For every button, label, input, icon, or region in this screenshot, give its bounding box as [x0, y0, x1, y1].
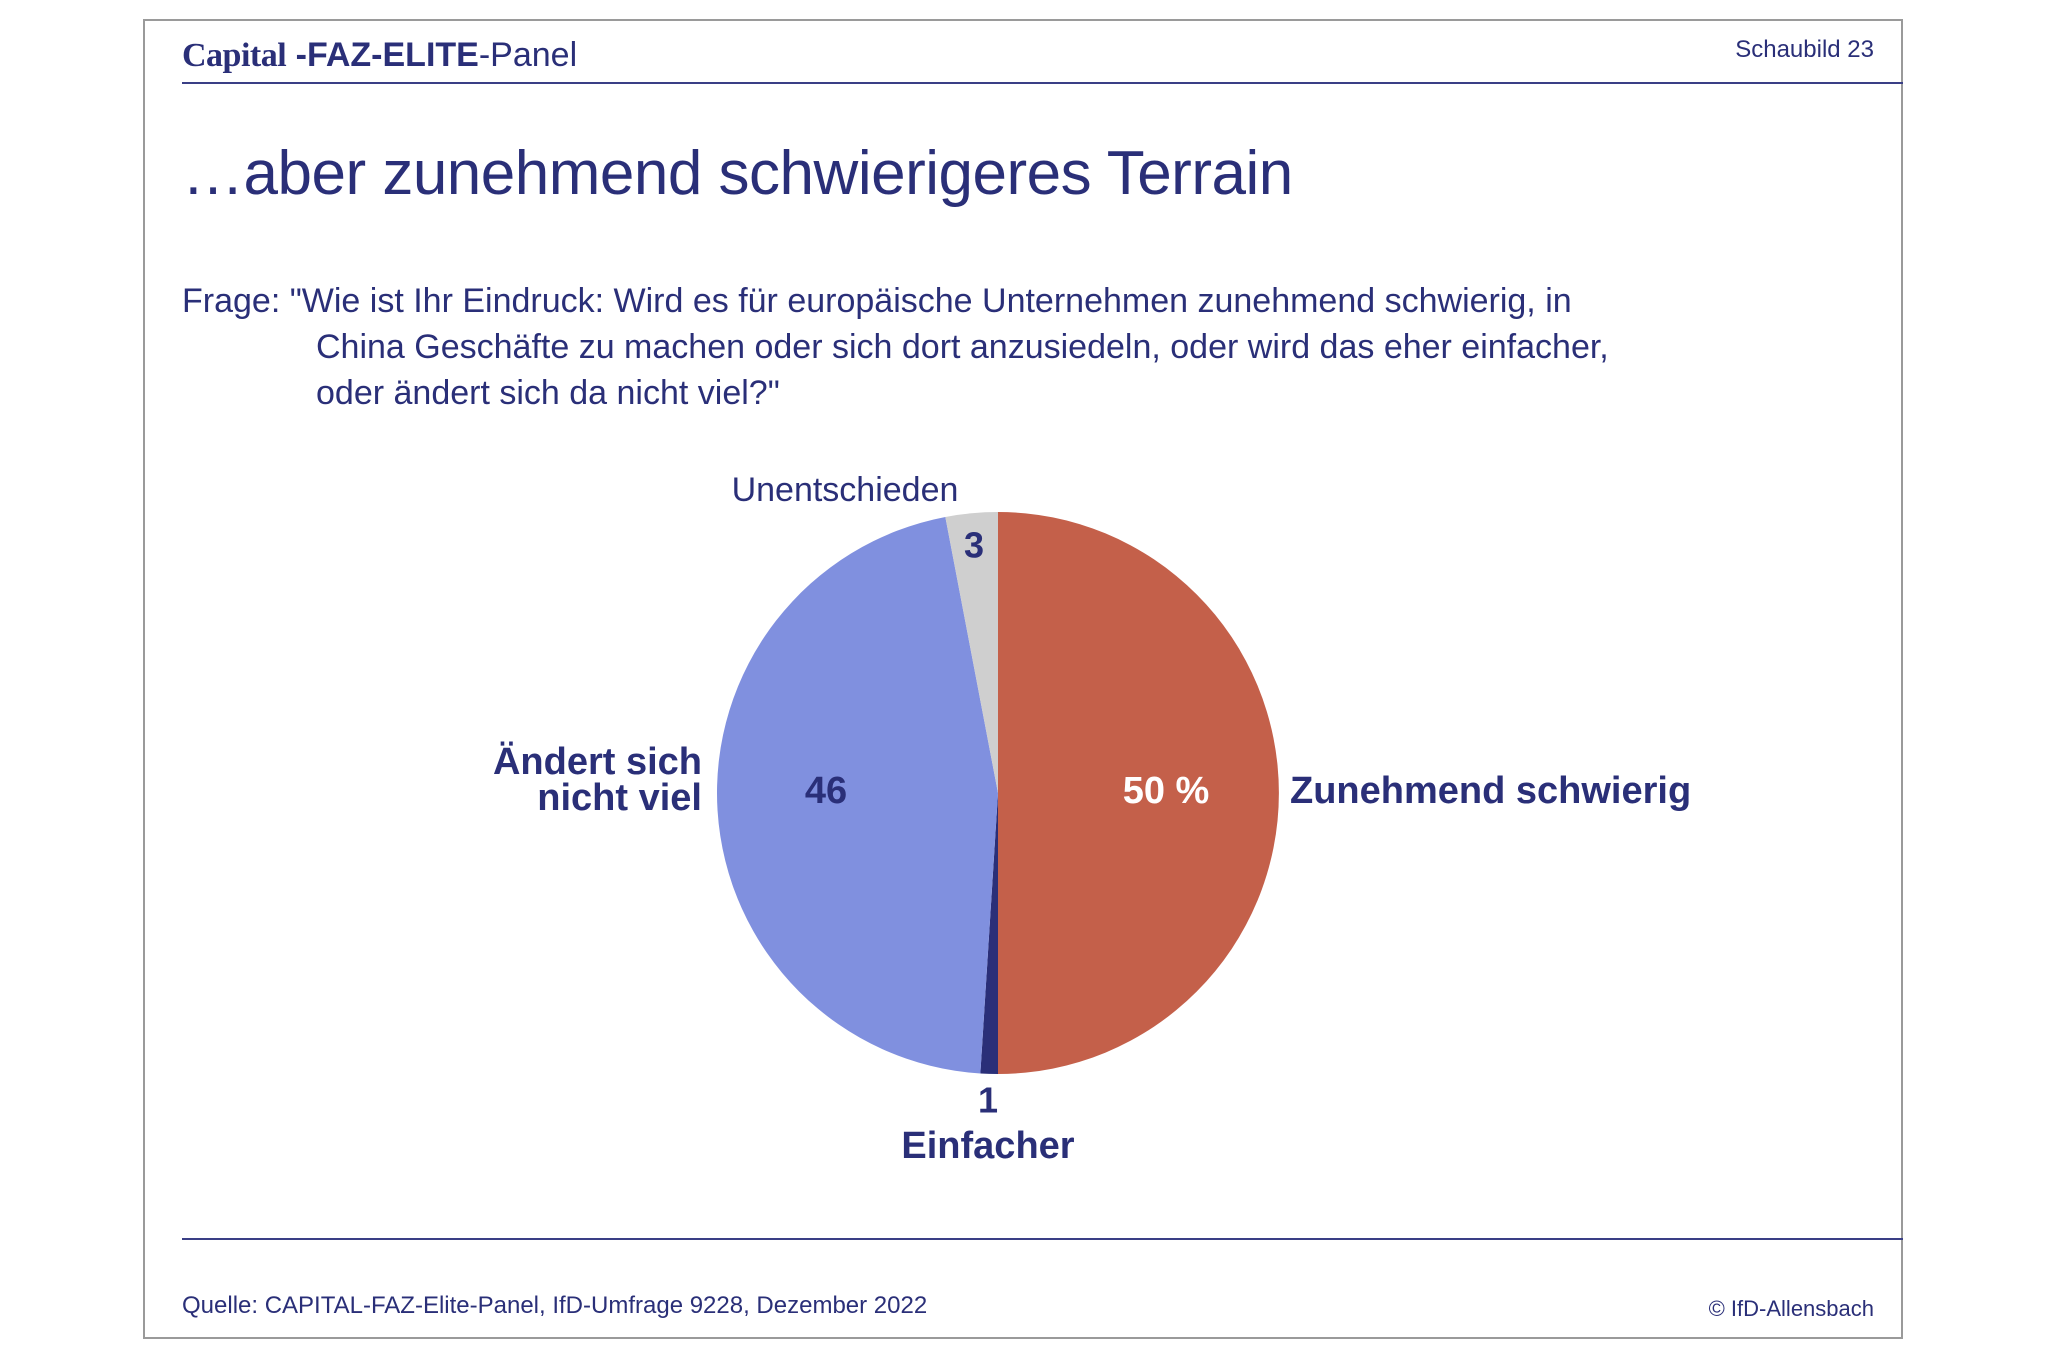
- slice-value-label: 46: [805, 770, 847, 812]
- question-line-3: oder ändert sich da nicht viel?": [316, 374, 780, 412]
- pie-slice-ändert-sich-nicht-viel: [716, 516, 998, 1074]
- question-line-1: Frage: "Wie ist Ihr Eindruck: Wird es fü…: [182, 282, 1572, 320]
- pie-slice-zunehmend-schwierig: [998, 512, 1279, 1074]
- page-title: …aber zunehmend schwierigeres Terrain: [182, 139, 1293, 208]
- question-line-2: China Geschäfte zu machen oder sich dort…: [316, 328, 1609, 366]
- pie-slice-einfacher: [980, 793, 998, 1074]
- pie-slice-unentschieden: [945, 512, 998, 793]
- copyright-note: © IfD-Allensbach: [1708, 1296, 1874, 1321]
- slice-value-label: 3: [964, 525, 984, 566]
- slice-category-label: Zunehmend schwierig: [1290, 770, 1691, 812]
- slice-category-label: Einfacher: [901, 1125, 1074, 1167]
- sheet-number: Schaubild 23: [1735, 36, 1874, 63]
- footer-divider: [182, 1238, 1903, 1240]
- source-note: Quelle: CAPITAL-FAZ-Elite-Panel, IfD-Umf…: [182, 1292, 928, 1319]
- header-divider: [182, 82, 1903, 84]
- survey-question: Frage: "Wie ist Ihr Eindruck: Wird es fü…: [182, 278, 1862, 416]
- brand-panel: -Panel: [478, 36, 578, 74]
- brand-faz-elite: -FAZ-ELITE: [286, 36, 479, 74]
- slice-value-label: 1: [978, 1080, 998, 1121]
- slice-category-label: Unentschieden: [732, 471, 959, 509]
- slice-category-label: Ändert sich nicht viel: [493, 740, 702, 819]
- slice-value-label: 50 %: [1123, 770, 1210, 812]
- brand-capital: Capital: [182, 37, 287, 74]
- brand-logo: Capital -FAZ-ELITE-Panel: [182, 36, 577, 75]
